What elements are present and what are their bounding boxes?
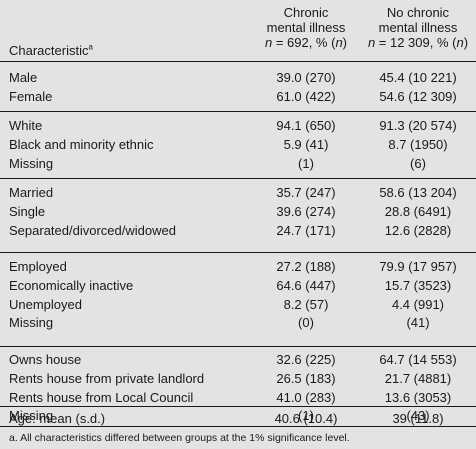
row-label: Economically inactive [9,277,134,293]
row-label: Married [9,185,54,200]
header-col2-n2: n [456,35,464,50]
table-header: Characteristica Chronic mental illness n… [0,0,476,62]
header-col2-line2: mental illness [378,20,458,35]
row-value-no-chronic: 45.4 (10 221) [379,70,457,85]
row-label: Rents house from private landlord [9,370,205,386]
row-value-chronic: 40.6 (10.4) [274,411,338,426]
header-col1-n: n [264,35,273,50]
row-value-chronic: 27.2 (188) [276,259,336,274]
header-characteristic-label: Characteristic [9,43,89,58]
row-value-no-chronic: 58.6 (13 204) [379,185,457,200]
table-row: Missing (1) (6) [0,155,476,173]
row-value-chronic: 64.6 (447) [276,277,336,293]
header-footnote-marker: a [88,42,93,52]
row-value-chronic: 61.0 (422) [276,88,336,104]
header-col1-line2: mental illness [266,20,346,35]
header-col2-count: n = 12 309, % (n) [366,35,470,50]
table-row: Rents house from private landlord 26.5 (1… [0,370,476,388]
table-section [0,347,476,407]
row-label: Unemployed [9,296,82,312]
table-row: White 94.1 (650) 91.3 (20 574) [0,117,476,135]
table-row: Single 39.6 (274) 28.8 (6491) [0,203,476,221]
footnote-text: a. All characteristics differed between … [9,432,350,444]
row-label: Missing [9,315,54,331]
table-row: Unemployed 8.2 (57) 4.4 (991) [0,296,476,314]
header-col1-line1: Chronic [283,5,329,20]
row-value-no-chronic: (41) [406,315,430,331]
table-section [0,112,476,179]
table-row: Female 61.0 (422) 54.6 (12 309) [0,88,476,106]
row-value-no-chronic: 12.6 (2828) [384,222,452,238]
table-section [0,62,476,112]
header-chronic-mental-illness: Chronic mental illness n = 692, % (n) [254,5,358,50]
table-row: Economically inactive 64.6 (447) 15.7 (352… [0,277,476,295]
table-section [0,179,476,253]
row-value-chronic: 41.0 (283) [276,389,336,405]
row-value-no-chronic: 54.6 (12 309) [379,88,457,104]
row-value-chronic: 24.7 (171) [276,222,336,238]
header-col2-close: ) [463,35,469,50]
table-row: Black and minority ethnic 5.9 (41) 8.7 (19… [0,136,476,154]
header-col1-n2: n [335,35,343,50]
table-row: Missing (1) (43) [0,407,476,425]
row-value-chronic: (1) [298,155,314,171]
row-value-no-chronic: 8.7 (1950) [388,136,448,152]
table-row: Married 35.7 (247) 58.6 (13 204) [0,184,476,202]
row-label: Owns house [9,352,82,367]
header-col1-rest: = 692, % ( [272,35,336,50]
row-value-no-chronic: (6) [410,155,426,171]
table-row: Missing (0) (41) [0,314,476,332]
header-characteristic: Characteristica [9,43,93,58]
row-value-chronic: 39.0 (270) [276,70,336,85]
row-value-no-chronic: 21.7 (4881) [384,370,452,386]
table-row: Rents house from Local Council 41.0 (283)… [0,389,476,407]
header-col2-n: n [367,35,376,50]
header-col1-count: n = 692, % (n) [254,35,358,50]
row-value-no-chronic: 91.3 (20 574) [379,118,457,133]
header-col2-line1: No chronic [386,5,450,20]
table-row: Separated/divorced/widowed 24.7 (171) 12.6… [0,222,476,240]
row-label: Missing [9,408,54,424]
table-footnote: a. All characteristics differed between … [0,427,476,449]
row-value-no-chronic: 64.7 (14 553) [379,352,457,367]
row-label: Employed [9,259,67,274]
row-value-no-chronic: (43) [406,408,430,424]
row-label: Missing [9,155,54,171]
row-label: White [9,118,43,133]
row-value-chronic: 94.1 (650) [276,118,336,133]
header-col2-rest: = 12 309, % ( [375,35,457,50]
header-col1-close: ) [342,35,348,50]
row-label: Rents house from Local Council [9,389,194,405]
row-value-chronic: 32.6 (225) [276,352,336,367]
row-value-no-chronic: 79.9 (17 957) [379,259,457,274]
row-label: Black and minority ethnic [9,136,154,152]
row-label: Male [9,70,38,85]
row-value-no-chronic: 13.6 (3053) [384,389,452,405]
table-row: Male 39.0 (270) 45.4 (10 221) [0,69,476,87]
row-label: Separated/divorced/widowed [9,222,176,238]
row-value-chronic: 8.2 (57) [283,296,329,312]
row-value-no-chronic: 4.4 (991) [391,296,445,312]
row-value-chronic: 26.5 (183) [276,370,336,386]
header-no-chronic-mental-illness: No chronic mental illness n = 12 309, % … [366,5,470,50]
row-label: Female [9,88,53,104]
table-section [0,253,476,347]
table-section [0,407,476,427]
table-row: Age: mean (s.d.) 40.6 (10.4) 39 (11.8) [0,410,476,428]
row-label: Single [9,203,46,219]
table-row: Owns house 32.6 (225) 64.7 (14 553) [0,351,476,369]
row-label: Age: mean (s.d.) [9,411,106,426]
table-row: Employed 27.2 (188) 79.9 (17 957) [0,258,476,276]
row-value-chronic: 5.9 (41) [283,136,329,152]
row-value-chronic: (0) [298,315,314,331]
row-value-chronic: 35.7 (247) [276,185,336,200]
row-value-chronic: (1) [298,408,314,424]
row-value-no-chronic: 15.7 (3523) [384,277,452,293]
row-value-chronic: 39.6 (274) [276,203,336,219]
row-value-no-chronic: 28.8 (6491) [384,203,452,219]
row-value-no-chronic: 39 (11.8) [392,411,444,426]
